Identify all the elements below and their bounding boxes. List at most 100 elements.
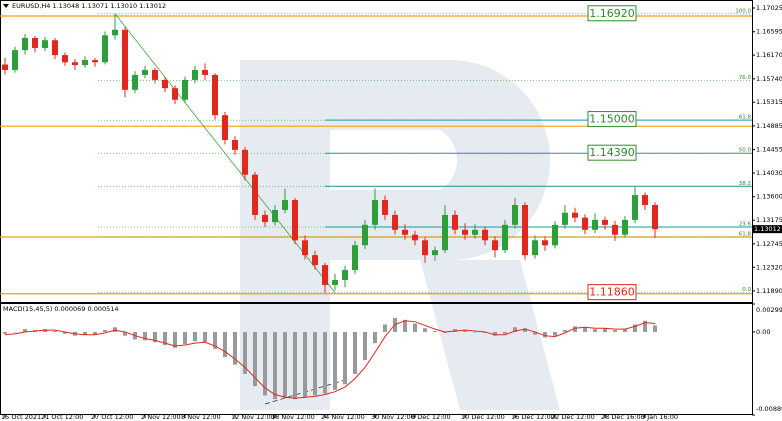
candle-body	[642, 195, 648, 206]
macd-bar	[373, 331, 377, 344]
trend-line	[114, 13, 336, 293]
candle-body	[82, 60, 88, 66]
menu-icon[interactable]	[3, 4, 9, 8]
candle-body	[72, 62, 78, 66]
macd-bar	[313, 331, 317, 396]
candle-body	[602, 219, 608, 225]
candle-body	[182, 79, 188, 100]
candle-body	[472, 229, 478, 235]
candle-body	[132, 74, 138, 90]
candle-body	[412, 234, 418, 241]
macd-bar	[573, 326, 577, 332]
x-tick-label: 18 Nov 12:00	[271, 413, 315, 421]
candle-body	[362, 224, 368, 246]
y-tick-label: 1.12745	[756, 240, 782, 248]
x-tick-label: 3 Jan 16:00	[641, 413, 678, 421]
x-tick-label: 24 Nov 12:00	[321, 413, 365, 421]
x-tick-label: 16 Dec 12:00	[511, 413, 555, 421]
candle-body	[552, 224, 558, 246]
fib-label: 50.0	[739, 148, 752, 154]
main-frame	[0, 0, 753, 303]
macd-bar	[353, 331, 357, 374]
macd-bar	[93, 331, 97, 335]
watermark-leg	[420, 260, 560, 410]
fib-label: 61.8	[739, 231, 752, 237]
candle-body	[262, 214, 268, 223]
fib-label: 23.6	[739, 222, 752, 228]
candle-body	[22, 38, 28, 51]
candle-body	[462, 229, 468, 235]
macd-bar	[13, 331, 17, 333]
candle-body	[332, 279, 338, 285]
candle-body	[572, 212, 578, 218]
macd-bar	[143, 331, 147, 341]
x-tick-label: 12 Nov 12:00	[231, 413, 275, 421]
macd-bar	[63, 331, 67, 334]
y-tick-label: 1.11890	[756, 287, 782, 295]
y-tick-label: 1.15315	[756, 98, 782, 106]
y-tick-label: 1.12320	[756, 263, 782, 271]
x-tick-label: 2 Nov 12:00	[141, 413, 181, 421]
candle-body	[92, 60, 98, 63]
macd-tick-label: 0.002995	[756, 306, 782, 314]
y-tick-label: 1.14885	[756, 122, 782, 130]
candle-body	[482, 229, 488, 241]
candle-body	[372, 200, 378, 225]
macd-bar	[553, 331, 557, 336]
macd-bar	[83, 331, 87, 335]
candle-body	[622, 219, 628, 235]
macd-bar	[293, 331, 297, 400]
candle-body	[522, 205, 528, 256]
macd-bar	[273, 331, 277, 400]
candle-body	[592, 219, 598, 230]
fib-label: 0.0	[742, 287, 751, 293]
macd-bar	[463, 330, 467, 332]
macd-bar	[493, 331, 497, 336]
macd-tick-label: -0.008897	[756, 405, 782, 413]
candle-body	[172, 88, 178, 100]
candle-body	[122, 29, 128, 90]
macd-signal	[4, 320, 656, 399]
macd-bar	[583, 327, 587, 332]
macd-bar	[223, 331, 227, 358]
candle-body	[252, 174, 258, 215]
macd-bar	[403, 319, 407, 332]
candle-body	[162, 79, 168, 89]
fib-label: 61.8	[739, 115, 752, 121]
price-box	[587, 111, 637, 128]
price-box	[587, 144, 637, 161]
candle-body	[62, 55, 68, 63]
y-tick-label: 1.16170	[756, 51, 782, 59]
macd-bar	[523, 328, 527, 332]
candle-body	[292, 200, 298, 241]
macd-bar	[23, 329, 27, 332]
candle-body	[532, 240, 538, 256]
candle-body	[382, 200, 388, 215]
price-box-label: 1.11860	[589, 286, 635, 299]
candle-body	[202, 69, 208, 75]
candle-body	[442, 214, 448, 251]
macd-bar	[563, 330, 567, 332]
macd-bar	[433, 331, 437, 332]
candle-body	[512, 205, 518, 225]
macd-bar	[333, 331, 337, 390]
candle-body	[32, 38, 38, 48]
macd-bar	[363, 331, 367, 360]
x-tick-label: 6 Dec 12:00	[411, 413, 451, 421]
candle-body	[142, 69, 148, 75]
candle-body	[312, 255, 318, 266]
macd-bar	[613, 330, 617, 332]
candle-body	[42, 40, 48, 48]
price-box-label: 1.15000	[589, 113, 635, 126]
fib-label: 38.2	[739, 181, 751, 187]
candle-body	[222, 115, 228, 140]
macd-bar	[283, 331, 287, 399]
macd-bar	[233, 331, 237, 365]
macd-bar	[473, 331, 477, 333]
macd-bar	[343, 331, 347, 385]
macd-bar	[323, 331, 327, 394]
candle-body	[432, 250, 438, 256]
x-tick-label: 21 Oct 12:00	[41, 413, 83, 421]
macd-bar	[503, 331, 507, 334]
